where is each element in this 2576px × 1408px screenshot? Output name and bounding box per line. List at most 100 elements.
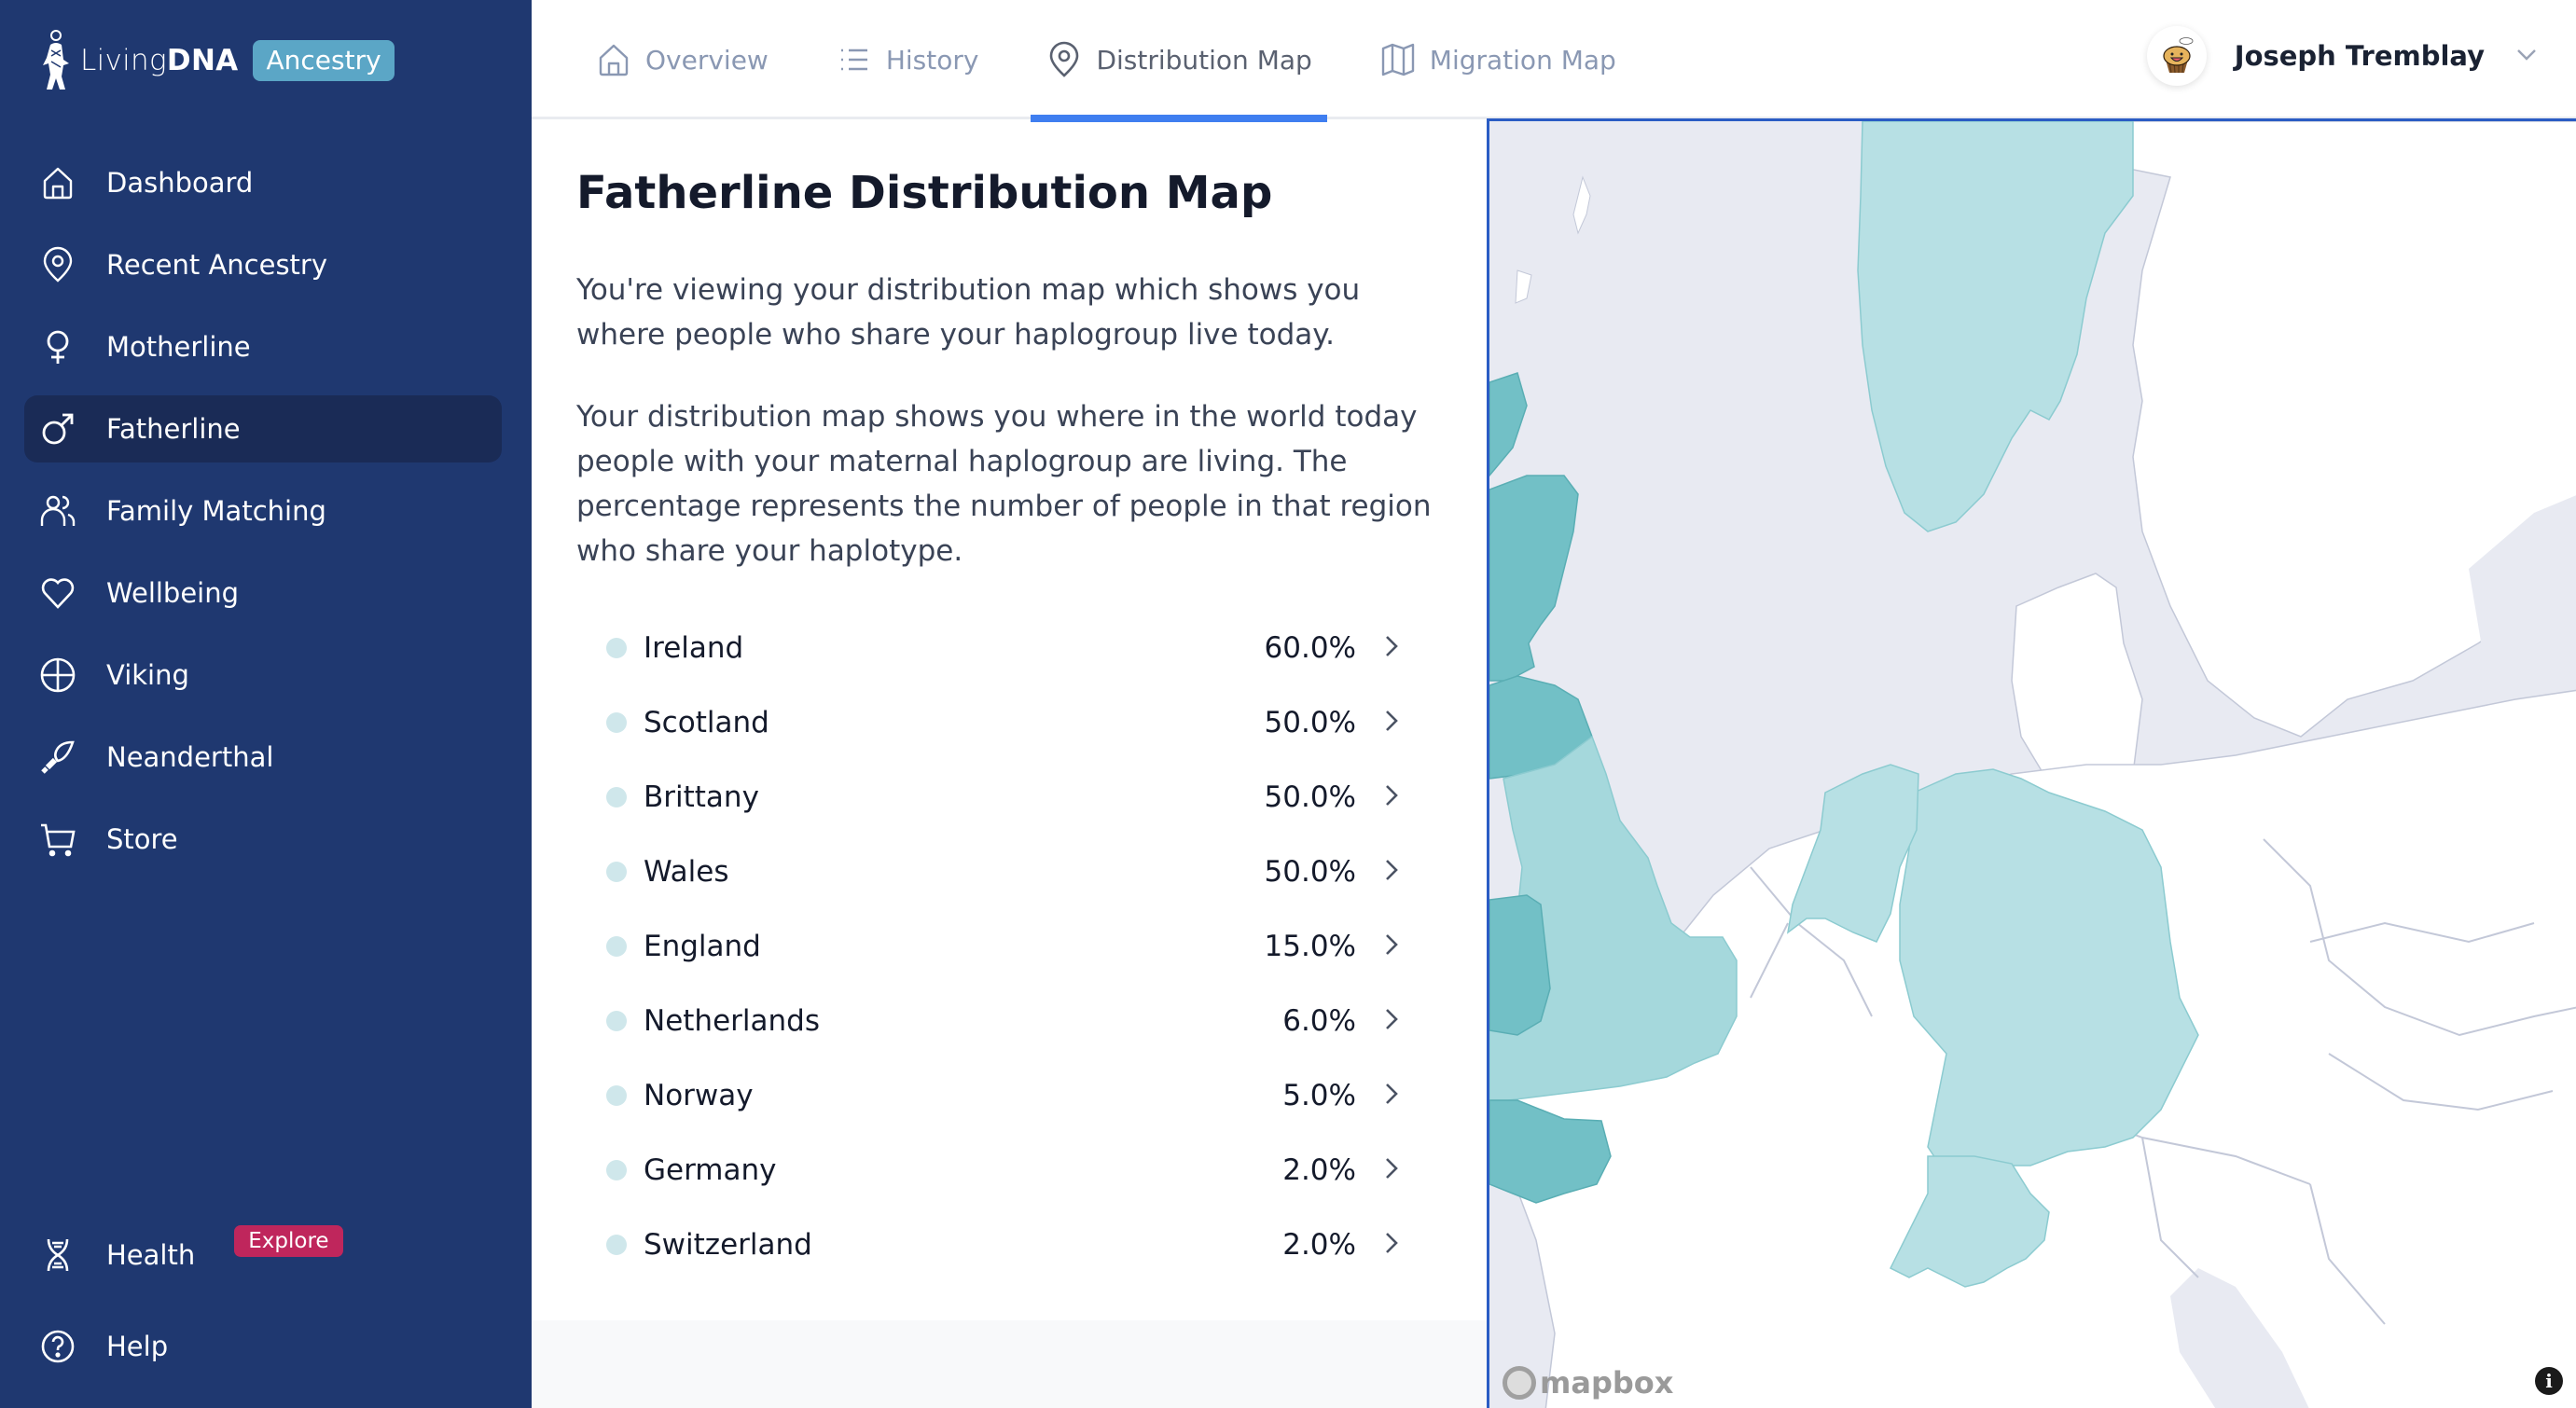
sidebar-item-motherline[interactable]: Motherline: [24, 313, 502, 380]
region-row-switzerland[interactable]: Switzerland 2.0%: [576, 1208, 1442, 1282]
sidebar-bottom-nav: Health Explore Help: [24, 1222, 502, 1404]
sidebar-item-family-matching[interactable]: Family Matching: [24, 477, 502, 545]
region-dot: [606, 786, 627, 808]
stone-tool-icon: [39, 739, 76, 776]
tab-distribution-map[interactable]: Distribution Map: [1031, 0, 1328, 122]
region-percent: 2.0%: [1282, 1227, 1356, 1262]
muffin-avatar-icon: [2163, 37, 2194, 74]
region-dot: [606, 637, 627, 658]
page-title: Fatherline Distribution Map: [576, 167, 1273, 219]
region-name: Switzerland: [644, 1227, 812, 1262]
region-percent: 5.0%: [1282, 1078, 1356, 1112]
content-panel: Fatherline Distribution Map You're viewi…: [532, 122, 1487, 1408]
region-name: Ireland: [644, 630, 744, 665]
brand-name: LivingDNA: [80, 44, 239, 77]
region-dot: [606, 1010, 627, 1031]
mapbox-icon: [1503, 1366, 1536, 1400]
tab-label: Distribution Map: [1096, 44, 1312, 76]
tab-bar: Overview History Distribution Map Migrat…: [588, 0, 1676, 122]
sidebar-item-recent-ancestry[interactable]: Recent Ancestry: [24, 231, 502, 298]
chevron-right-icon: [1382, 782, 1401, 812]
sidebar-item-label: Fatherline: [106, 413, 241, 445]
region-dot: [606, 711, 627, 733]
region-row-wales[interactable]: Wales 50.0%: [576, 835, 1442, 909]
region-name: Germany: [644, 1153, 777, 1187]
cart-icon: [39, 821, 76, 858]
avatar: [2146, 26, 2207, 86]
sidebar-item-label: Neanderthal: [106, 741, 274, 773]
region-dot: [606, 861, 627, 882]
heart-icon: [39, 574, 76, 612]
mapbox-wordmark: mapbox: [1540, 1365, 1674, 1401]
sidebar-item-store[interactable]: Store: [24, 806, 502, 873]
tab-label: Migration Map: [1429, 44, 1616, 76]
map-pin-icon: [39, 246, 76, 283]
region-name: Wales: [644, 854, 729, 889]
region-percent: 2.0%: [1282, 1153, 1356, 1187]
top-bar: Overview History Distribution Map Migrat…: [532, 0, 2576, 122]
sidebar-item-label: Wellbeing: [106, 577, 240, 609]
intro-paragraph: You're viewing your distribution map whi…: [576, 272, 1361, 352]
map-canvas[interactable]: [1489, 121, 2576, 1408]
chevron-right-icon: [1382, 708, 1401, 738]
sidebar-item-viking[interactable]: Viking: [24, 642, 502, 709]
region-row-scotland[interactable]: Scotland 50.0%: [576, 685, 1442, 760]
mapbox-attribution-logo[interactable]: mapbox: [1503, 1365, 1673, 1401]
description-paragraph: Your distribution map shows you where in…: [576, 399, 1432, 568]
tab-overview[interactable]: Overview: [588, 0, 776, 119]
chevron-right-icon: [1382, 1155, 1401, 1185]
users-icon: [39, 492, 76, 530]
tab-history[interactable]: History: [828, 0, 987, 119]
brand-logo-link[interactable]: LivingDNA Ancestry: [37, 28, 395, 93]
distribution-card: Fatherline Distribution Map You're viewi…: [532, 122, 1487, 1320]
region-row-england[interactable]: England 15.0%: [576, 909, 1442, 984]
sidebar-nav: Dashboard Recent Ancestry Motherline Fat…: [24, 149, 502, 888]
sidebar-item-help[interactable]: Help: [24, 1313, 502, 1380]
dna-icon: [39, 1236, 76, 1274]
female-symbol-icon: [39, 328, 76, 366]
tab-label: Overview: [645, 44, 769, 76]
home-icon: [599, 44, 629, 76]
region-row-netherlands[interactable]: Netherlands 6.0%: [576, 984, 1442, 1058]
male-symbol-icon: [39, 410, 76, 448]
explore-badge[interactable]: Explore: [234, 1225, 343, 1257]
region-dot: [606, 1159, 627, 1180]
sidebar-item-label: Recent Ancestry: [106, 249, 328, 281]
list-icon: [840, 48, 867, 71]
chevron-right-icon: [1382, 1230, 1401, 1260]
region-dot: [606, 1084, 627, 1106]
sidebar-item-label: Viking: [106, 659, 189, 691]
sidebar-item-fatherline[interactable]: Fatherline: [24, 395, 502, 462]
region-percent: 15.0%: [1264, 929, 1356, 963]
sidebar-item-label: Family Matching: [106, 495, 326, 527]
region-row-ireland[interactable]: Ireland 60.0%: [576, 611, 1442, 685]
user-menu[interactable]: Joseph Tremblay: [2146, 26, 2539, 86]
help-circle-icon: [39, 1328, 76, 1365]
region-row-brittany[interactable]: Brittany 50.0%: [576, 760, 1442, 835]
distribution-map[interactable]: mapbox i: [1487, 118, 2576, 1408]
region-name: Norway: [644, 1078, 754, 1112]
region-name: Brittany: [644, 780, 759, 814]
sidebar-item-wellbeing[interactable]: Wellbeing: [24, 559, 502, 627]
sidebar: LivingDNA Ancestry Dashboard Recent Ance…: [0, 0, 532, 1408]
tab-migration-map[interactable]: Migration Map: [1372, 0, 1624, 119]
region-row-norway[interactable]: Norway 5.0%: [576, 1058, 1442, 1133]
chevron-down-icon: [2514, 42, 2539, 70]
region-name: Netherlands: [644, 1003, 820, 1038]
sidebar-item-health[interactable]: Health Explore: [24, 1222, 502, 1289]
sidebar-item-dashboard[interactable]: Dashboard: [24, 149, 502, 216]
sidebar-item-label: Store: [106, 823, 178, 855]
sidebar-item-label: Motherline: [106, 331, 251, 363]
region-row-germany[interactable]: Germany 2.0%: [576, 1133, 1442, 1208]
info-icon[interactable]: i: [2535, 1367, 2563, 1395]
region-list: Ireland 60.0% Scotland 50.0% Brittany 50…: [576, 611, 1442, 1282]
region-percent: 6.0%: [1282, 1003, 1356, 1038]
tab-label: History: [885, 44, 979, 76]
viking-shield-icon: [39, 656, 76, 694]
user-name: Joseph Tremblay: [2234, 40, 2485, 72]
region-name: Scotland: [644, 705, 769, 739]
sidebar-item-label: Help: [106, 1331, 169, 1362]
sidebar-item-neanderthal[interactable]: Neanderthal: [24, 724, 502, 791]
folded-map-icon: [1381, 43, 1414, 76]
